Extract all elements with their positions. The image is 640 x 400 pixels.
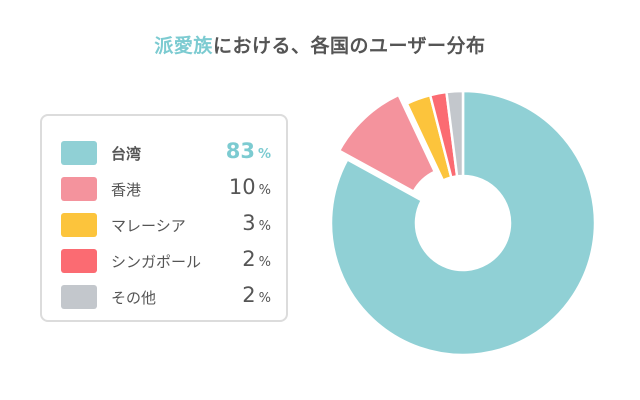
legend-label: マレーシア [111, 217, 186, 235]
legend-item-taiwan: 台湾 83% [61, 139, 271, 166]
legend-value: 2% [242, 247, 271, 271]
legend-swatch [61, 141, 97, 165]
pie-slice-1 [329, 89, 597, 357]
donut-chart [329, 89, 597, 357]
legend-item-singapore: シンガポール 2% [61, 247, 271, 274]
legend-value: 2% [242, 283, 271, 307]
legend-item-other: その他 2% [61, 283, 271, 310]
legend-value: 83% [226, 139, 271, 163]
legend-value-unit: % [258, 291, 271, 306]
legend-item-malaysia: マレーシア 3% [61, 211, 271, 238]
legend-value: 10% [229, 175, 271, 199]
chart-title: 派愛族における、各国のユーザー分布 [0, 31, 640, 58]
legend-value-number: 10 [228, 175, 256, 199]
legend-value-unit: % [257, 147, 271, 162]
pie-slice-5 [445, 89, 465, 178]
title-accent: 派愛族 [154, 35, 213, 57]
legend-swatch [61, 285, 97, 309]
legend-item-hongkong: 香港 10% [61, 175, 271, 202]
legend-value-unit: % [258, 255, 271, 270]
legend-value-number: 3 [242, 211, 256, 235]
legend-value-number: 2 [242, 283, 256, 307]
legend-box: 台湾 83% 香港 10% マレーシア 3% シンガポール 2% その他 2% [40, 114, 288, 322]
legend-value-unit: % [258, 183, 271, 198]
legend-label: その他 [111, 289, 157, 307]
legend-value: 3% [242, 211, 271, 235]
pie-slice-2 [337, 93, 437, 193]
legend-swatch [61, 213, 97, 237]
legend-value-unit: % [258, 219, 271, 234]
legend-swatch [61, 249, 97, 273]
legend-swatch [61, 177, 97, 201]
legend-label: 台湾 [111, 145, 142, 163]
legend-value-number: 2 [242, 247, 256, 271]
title-rest: における、各国のユーザー分布 [212, 35, 486, 57]
legend-value-number: 83 [225, 139, 255, 163]
legend-label: 香港 [111, 181, 142, 199]
legend-label: シンガポール [111, 253, 202, 271]
